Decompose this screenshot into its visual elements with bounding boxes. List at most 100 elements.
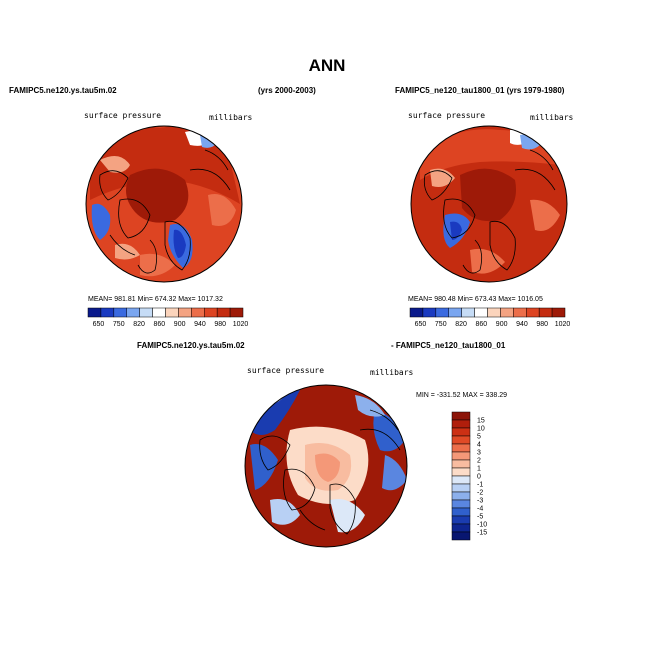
colorbar-control-tick-label: 650	[415, 321, 427, 328]
map-test	[85, 125, 243, 283]
colorbar-difference-swatch	[451, 531, 471, 541]
colorbar-control-swatch	[538, 307, 553, 318]
colorbar-difference-swatch	[451, 435, 471, 445]
colorbar-difference-tick-label: 4	[477, 442, 481, 449]
colorbar-difference-tick-label: 1	[477, 466, 481, 473]
colorbar-test-swatch	[100, 307, 115, 318]
colorbar-difference-swatch	[451, 411, 471, 421]
colorbar-difference-swatch	[451, 523, 471, 533]
colorbar-control-tick-label: 860	[476, 321, 488, 328]
colorbar-test-swatch	[87, 307, 102, 318]
colorbar-difference-tick-label: 10	[477, 426, 485, 433]
colorbar-test-tick-label: 940	[194, 321, 206, 328]
colorbar-difference-tick-label: 0	[477, 474, 481, 481]
panel1-years: (yrs 2000-2003)	[258, 86, 316, 95]
colorbar-test-swatch	[113, 307, 128, 318]
colorbar-test-swatch	[178, 307, 192, 318]
colorbar-control-swatch	[461, 307, 475, 318]
colorbar-difference-tick-label: -4	[477, 506, 483, 513]
colorbar-control-swatch	[500, 307, 514, 318]
panel3-stats: MIN = -331.52 MAX = 338.29	[416, 392, 508, 399]
colorbar-test-swatch	[216, 307, 231, 318]
colorbar-test-swatch	[191, 307, 205, 318]
colorbar-difference-tick-label: -10	[477, 522, 487, 529]
colorbar-difference-tick-label: 15	[477, 418, 485, 425]
panel2-stats: MEAN= 980.48 Min= 673.43 Max= 1016.05	[408, 296, 543, 303]
colorbar-difference-tick-label: -1	[477, 482, 483, 489]
panel3-case-name-right: - FAMIPC5_ne120_tau1800_01	[391, 341, 506, 350]
colorbar-difference-swatch	[451, 507, 471, 517]
map-test-border	[85, 125, 243, 283]
colorbar-control-tick-label: 980	[536, 321, 548, 328]
panel2-case-name: FAMIPC5_ne120_tau1800_01 (yrs 1979-1980)	[395, 86, 565, 95]
colorbar-control-swatch	[551, 307, 566, 318]
panel3-variable: surface pressure	[247, 366, 325, 375]
colorbar-control-tick-label: 940	[516, 321, 528, 328]
colorbar-test-swatch	[152, 307, 166, 318]
panel2-units: millibars	[530, 113, 574, 122]
colorbar-control-swatch	[409, 307, 424, 318]
colorbar-control-swatch	[487, 307, 501, 318]
colorbar-difference-tick-label: 5	[477, 434, 481, 441]
colorbar-control-tick-label: 750	[435, 321, 447, 328]
colorbar-difference-tick-label: 2	[477, 458, 481, 465]
colorbar-test-swatch	[204, 307, 218, 318]
map-difference-coastlines	[259, 409, 401, 535]
colorbar-test-tick-label: 750	[113, 321, 125, 328]
colorbar-test-tick-label: 980	[214, 321, 226, 328]
colorbar-control-swatch	[422, 307, 437, 318]
panel2-variable: surface pressure	[408, 111, 486, 120]
figure-title: ANN	[308, 56, 346, 75]
panel3-case-name-left: FAMIPC5.ne120.ys.tau5m.02	[137, 341, 245, 350]
colorbar-difference-tick-label: -3	[477, 498, 483, 505]
panel1-case-name: FAMIPC5.ne120.ys.tau5m.02	[9, 86, 117, 95]
colorbar-difference-tick-label: -5	[477, 514, 483, 521]
colorbar-difference-tick-label: -15	[477, 530, 487, 537]
colorbar-difference-swatch	[451, 459, 471, 469]
colorbar-control-swatch	[474, 307, 488, 318]
colorbar-control-tick-label: 900	[496, 321, 508, 328]
panel1-units: millibars	[209, 113, 253, 122]
map-test-field	[90, 126, 240, 277]
colorbar-difference-tick-label: -2	[477, 490, 483, 497]
map-control-border	[410, 125, 568, 283]
panel1-variable: surface pressure	[84, 111, 162, 120]
colorbar-test-swatch	[139, 307, 153, 318]
colorbar-difference-swatch	[451, 499, 471, 509]
colorbar-control-tick-label: 820	[455, 321, 467, 328]
colorbar-difference-swatch	[451, 419, 471, 429]
map-difference	[244, 384, 408, 548]
map-control	[410, 125, 568, 283]
colorbar-test: 650 750 820 860 900 940 980 1020	[87, 307, 249, 328]
colorbar-control: 650 750 820 860 900 940 980 1020	[409, 307, 571, 328]
colorbar-test-swatch	[126, 307, 140, 318]
colorbar-difference-swatch	[451, 491, 471, 501]
colorbar-difference-swatch	[451, 427, 471, 437]
colorbar-control-tick-label: 1020	[555, 321, 571, 328]
colorbar-difference-swatch	[451, 483, 471, 493]
colorbar-test-tick-label: 1020	[233, 321, 249, 328]
colorbar-control-swatch	[513, 307, 527, 318]
colorbar-difference-swatch	[451, 467, 471, 477]
colorbar-difference-swatch	[451, 515, 471, 525]
colorbar-difference-swatch	[451, 451, 471, 461]
colorbar-test-tick-label: 820	[133, 321, 145, 328]
colorbar-difference-tick-label: 3	[477, 450, 481, 457]
colorbar-test-tick-label: 900	[174, 321, 186, 328]
map-control-coastlines	[423, 149, 556, 274]
colorbar-control-swatch	[448, 307, 462, 318]
colorbar-test-swatch	[229, 307, 244, 318]
colorbar-control-swatch	[526, 307, 540, 318]
colorbar-test-swatch	[165, 307, 179, 318]
map-test-coastlines	[99, 149, 231, 274]
colorbar-test-tick-label: 650	[93, 321, 105, 328]
colorbar-control-swatch	[435, 307, 450, 318]
map-difference-border	[244, 384, 408, 548]
map-control-field	[420, 129, 560, 274]
colorbar-test-tick-label: 860	[154, 321, 166, 328]
panel3-units: millibars	[370, 368, 414, 377]
colorbar-difference-swatch	[451, 475, 471, 485]
colorbar-difference-swatch	[451, 443, 471, 453]
